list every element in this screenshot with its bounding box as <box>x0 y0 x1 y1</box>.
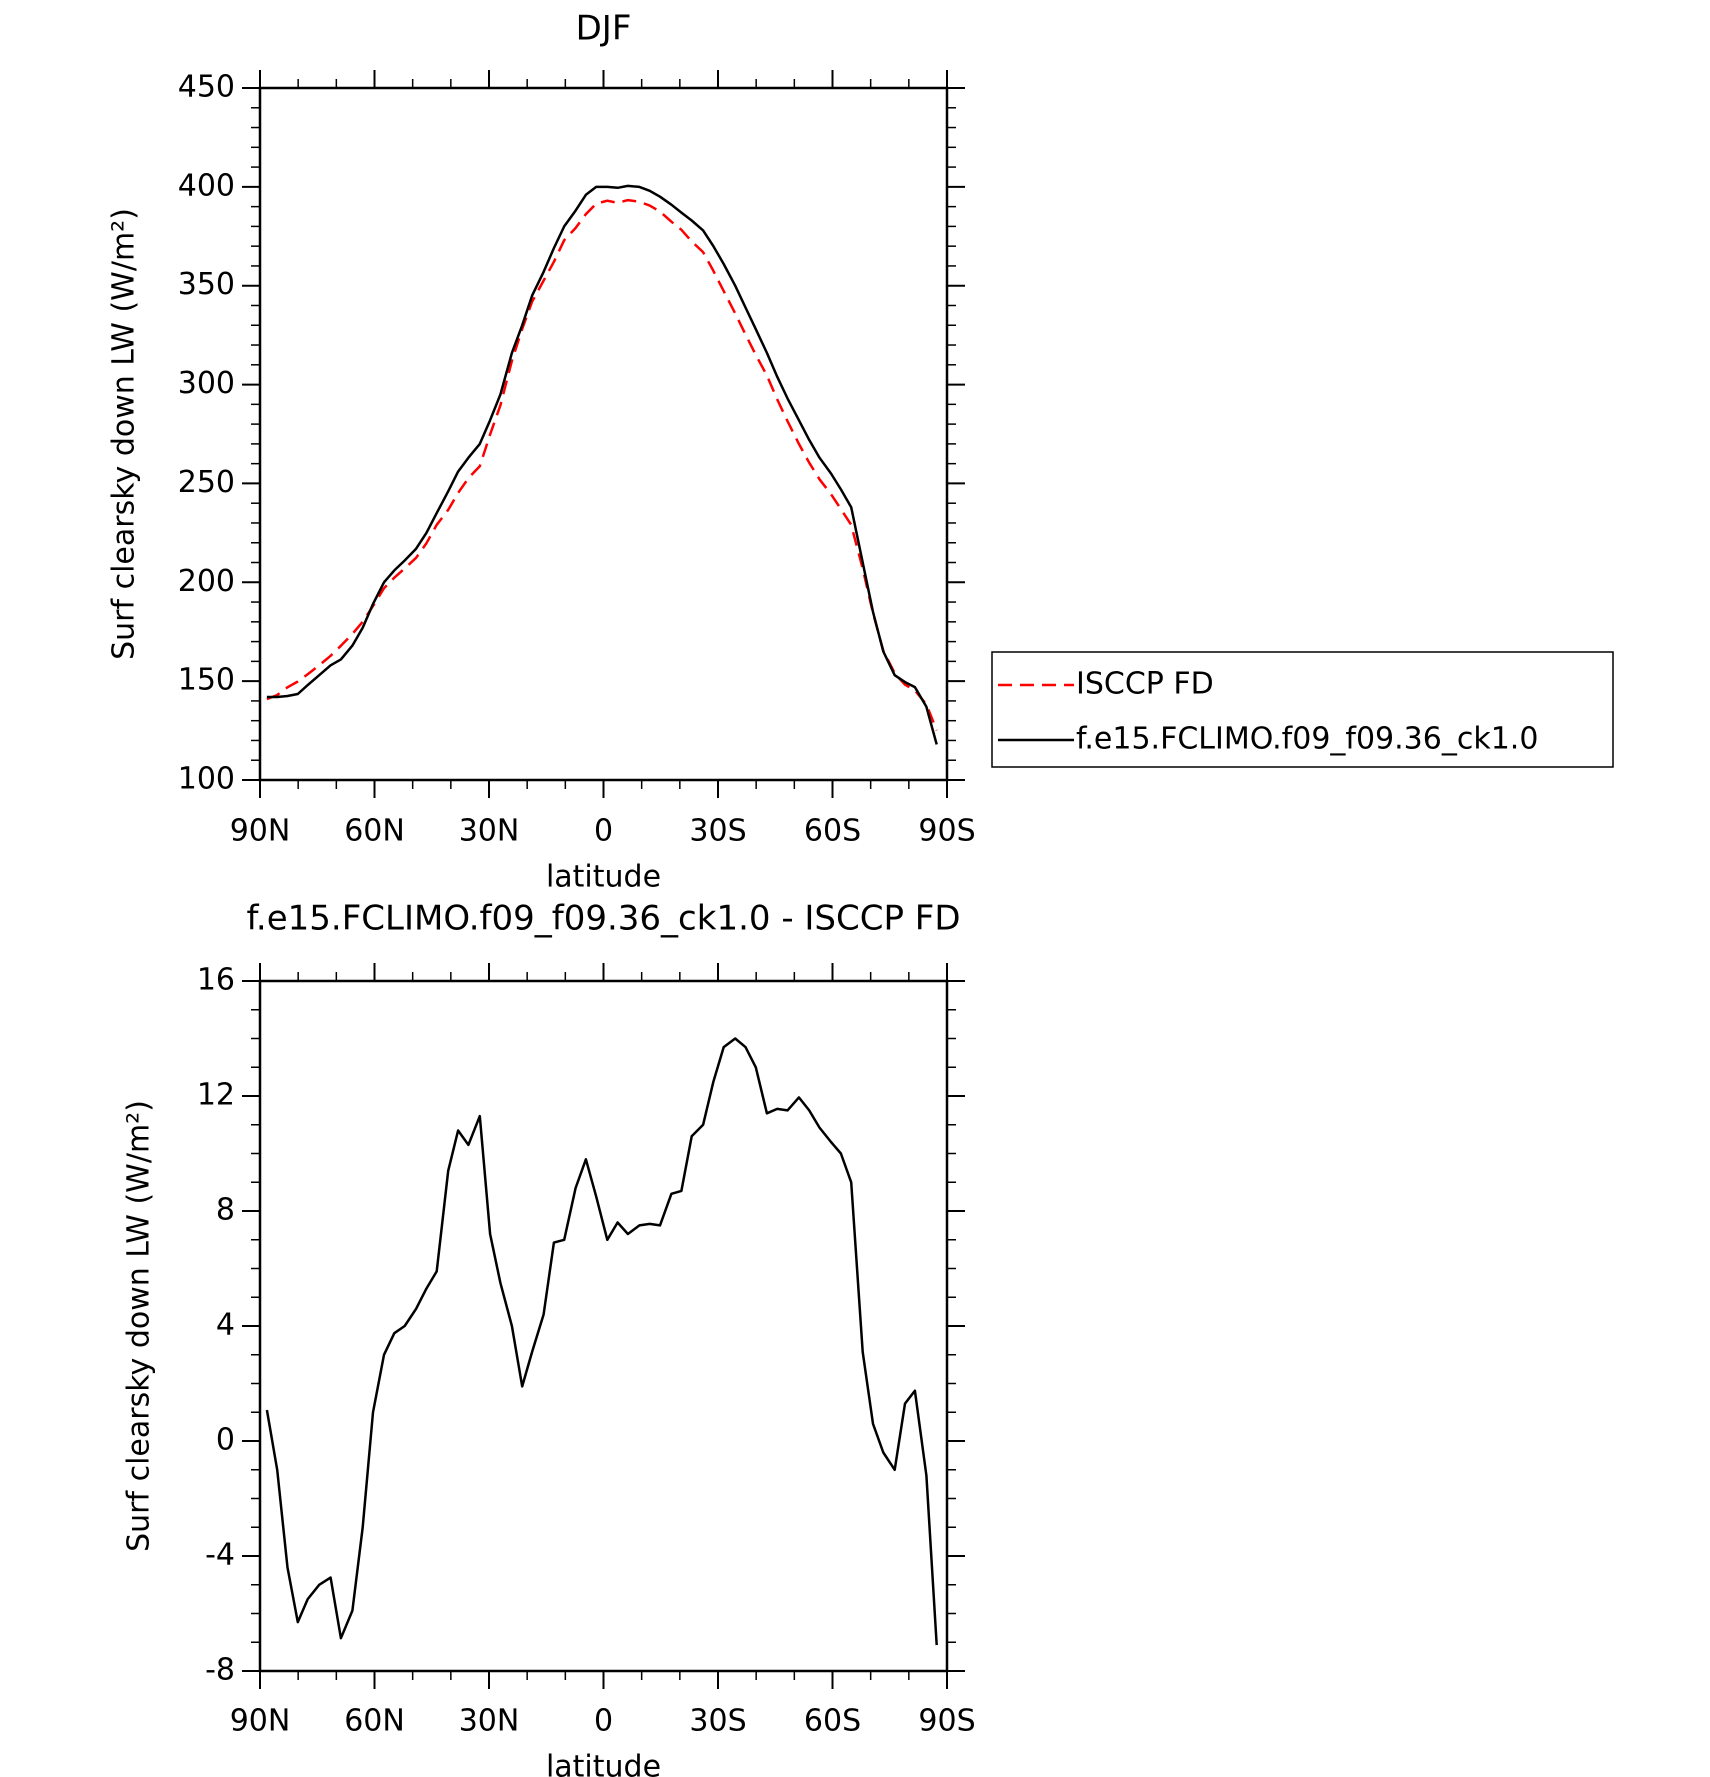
x-tick-label: 90N <box>230 814 291 849</box>
legend-label: f.e15.FCLIMO.f09_f09.36_ck1.0 <box>1076 722 1538 757</box>
data-line <box>266 198 938 731</box>
chart-title: DJF <box>576 9 632 49</box>
y-tick-label: 4 <box>216 1308 235 1343</box>
y-tick-label: 12 <box>197 1078 235 1113</box>
chart-title: f.e15.FCLIMO.f09_f09.36_ck1.0 - ISCCP FD <box>246 899 960 939</box>
y-tick-label: 200 <box>178 564 235 599</box>
x-axis-label: latitude <box>546 860 661 895</box>
x-tick-label: 30S <box>689 1704 746 1739</box>
x-tick-label: 30N <box>459 1704 520 1739</box>
y-tick-label: 250 <box>178 465 235 500</box>
x-tick-label: 60N <box>344 1704 405 1739</box>
x-tick-label: 30S <box>689 814 746 849</box>
y-tick-label: 300 <box>178 366 235 401</box>
plot-frame <box>258 979 949 1673</box>
x-tick-label: 90S <box>918 814 975 849</box>
x-axis-label: latitude <box>546 1750 661 1777</box>
y-tick-label: 350 <box>178 267 235 302</box>
y-tick-label: 8 <box>216 1193 235 1228</box>
y-tick-label: 0 <box>216 1423 235 1458</box>
data-line <box>265 1037 938 1646</box>
x-tick-label: 30N <box>459 814 520 849</box>
y-tick-label: 16 <box>197 963 235 998</box>
x-tick-label: 60S <box>804 814 861 849</box>
data-line <box>266 184 938 745</box>
legend-box <box>991 651 1614 768</box>
y-tick-label: 400 <box>178 168 235 203</box>
x-tick-label: 60S <box>804 1704 861 1739</box>
y-tick-label: 450 <box>178 70 235 105</box>
x-tick-label: 90N <box>230 1704 291 1739</box>
x-tick-label: 0 <box>594 814 613 849</box>
plot-frame <box>258 86 949 782</box>
y-tick-label: 150 <box>178 663 235 698</box>
y-tick-label: -8 <box>205 1653 235 1688</box>
x-tick-label: 60N <box>344 814 405 849</box>
y-axis-label: Surf clearsky down LW (W/m²) <box>107 208 142 660</box>
x-tick-label: 90S <box>918 1704 975 1739</box>
y-tick-label: 100 <box>178 762 235 797</box>
y-tick-label: -4 <box>205 1538 235 1573</box>
legend-label: ISCCP FD <box>1076 667 1214 702</box>
y-axis-label: Surf clearsky down LW (W/m²) <box>122 1100 157 1552</box>
x-tick-label: 0 <box>594 1704 613 1739</box>
